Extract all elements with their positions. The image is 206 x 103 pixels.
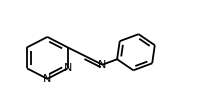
- Text: N: N: [63, 63, 71, 73]
- Text: N: N: [98, 60, 106, 70]
- Text: N: N: [43, 74, 51, 84]
